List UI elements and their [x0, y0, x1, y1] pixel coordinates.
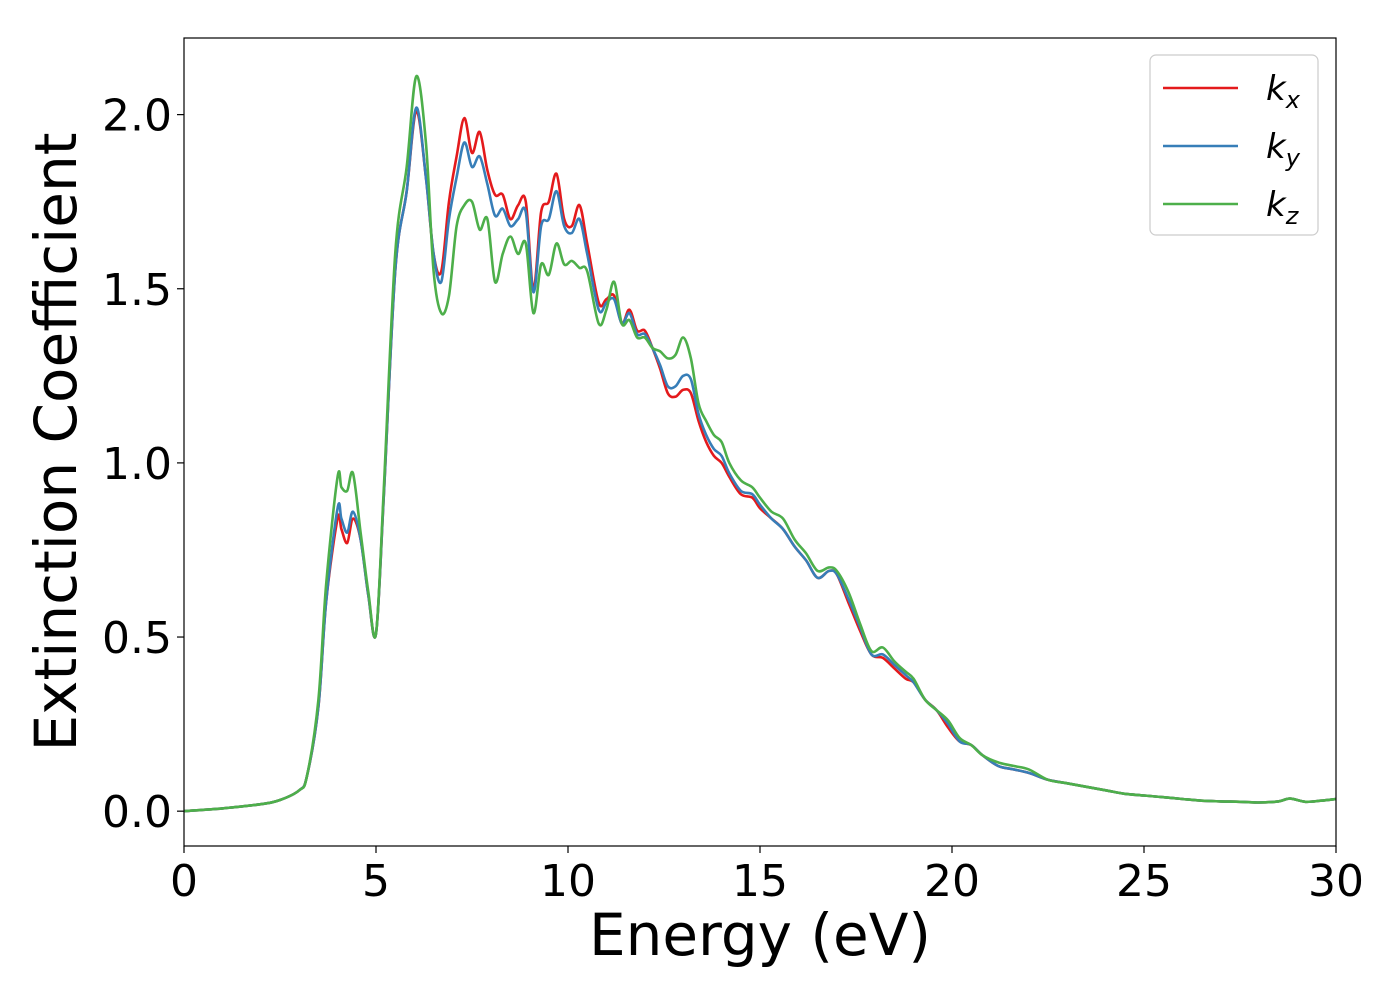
y-tick-label: 0.0 — [102, 787, 172, 838]
x-axis: 0 5 10 15 20 25 30 — [170, 846, 1364, 907]
x-tick-label: 25 — [1116, 856, 1172, 907]
x-tick-label: 20 — [924, 856, 980, 907]
y-tick-label: 2.0 — [102, 91, 172, 142]
legend: kx ky kz — [1149, 54, 1319, 236]
y-axis: 0.0 0.5 1.0 1.5 2.0 — [102, 91, 184, 838]
y-tick-label: 0.5 — [102, 613, 172, 664]
legend-label-kz: kz — [1266, 185, 1300, 230]
y-tick-label: 1.5 — [102, 265, 172, 316]
legend-label-ky: ky — [1266, 127, 1301, 172]
legend-label-kx: kx — [1266, 69, 1301, 114]
x-tick-label: 5 — [362, 856, 390, 907]
x-tick-label: 10 — [540, 856, 596, 907]
y-tick-label: 1.0 — [102, 439, 172, 490]
series-line-kz — [183, 74, 1337, 813]
x-axis-title: Energy (eV) — [589, 901, 931, 969]
x-tick-label: 15 — [732, 856, 788, 907]
y-axis-title: Extinction Coefficient — [22, 133, 90, 752]
x-tick-label: 30 — [1308, 856, 1364, 907]
x-tick-label: 0 — [170, 856, 198, 907]
plot-series — [183, 74, 1337, 813]
